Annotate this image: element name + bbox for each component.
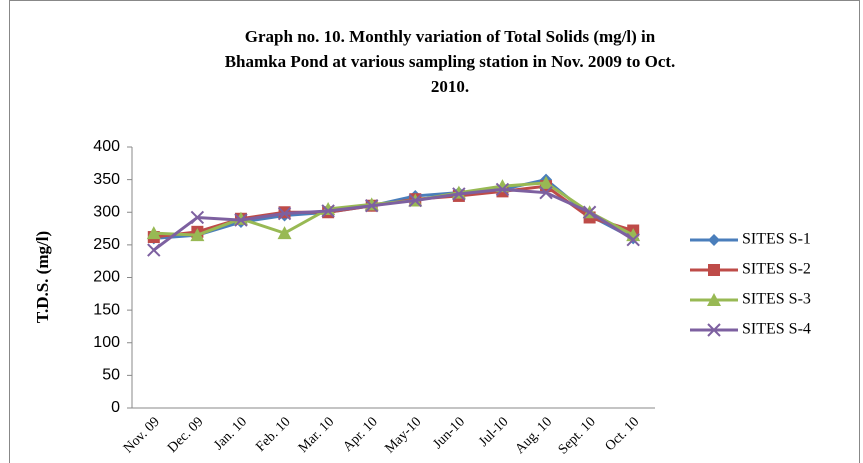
data-point bbox=[452, 187, 466, 201]
chart-title: Graph no. 10. Monthly variation of Total… bbox=[245, 27, 656, 46]
chart-title: 2010. bbox=[431, 77, 469, 96]
legend-marker bbox=[707, 323, 721, 337]
y-tick-label: 250 bbox=[93, 236, 120, 253]
data-point bbox=[277, 226, 292, 240]
chart-title: Bhamka Pond at various sampling station … bbox=[225, 52, 676, 71]
y-tick-label: 0 bbox=[111, 399, 120, 416]
series-line bbox=[153, 178, 634, 240]
legend-marker bbox=[707, 293, 721, 306]
legend-marker bbox=[708, 234, 720, 246]
y-tick-label: 50 bbox=[102, 367, 120, 384]
data-point bbox=[365, 199, 379, 213]
data-point bbox=[626, 232, 640, 247]
y-tick-label: 100 bbox=[93, 334, 120, 351]
data-point bbox=[277, 206, 292, 221]
legend-label: SITES S-2 bbox=[742, 261, 811, 278]
y-tick-label: 300 bbox=[93, 203, 120, 220]
data-point bbox=[321, 204, 335, 218]
data-point bbox=[582, 205, 597, 219]
data-point bbox=[147, 243, 161, 257]
data-point bbox=[190, 228, 205, 242]
data-point bbox=[190, 210, 205, 225]
data-point bbox=[408, 193, 422, 208]
y-tick-label: 400 bbox=[93, 138, 120, 155]
data-point bbox=[539, 185, 553, 200]
series-line bbox=[152, 187, 635, 252]
legend-label: SITES S-4 bbox=[742, 321, 811, 338]
data-point bbox=[146, 226, 161, 240]
y-tick-label: 150 bbox=[93, 301, 120, 318]
data-point bbox=[233, 211, 248, 225]
data-point bbox=[234, 213, 248, 227]
y-axis-label: T.D.S. (mg/l) bbox=[33, 231, 52, 323]
data-point bbox=[539, 175, 554, 189]
y-tick-label: 350 bbox=[93, 171, 120, 188]
y-tick-label: 200 bbox=[93, 269, 120, 286]
legend-marker bbox=[708, 264, 720, 276]
data-point bbox=[495, 182, 510, 197]
legend-label: SITES S-1 bbox=[742, 231, 811, 248]
legend-label: SITES S-3 bbox=[742, 291, 811, 308]
